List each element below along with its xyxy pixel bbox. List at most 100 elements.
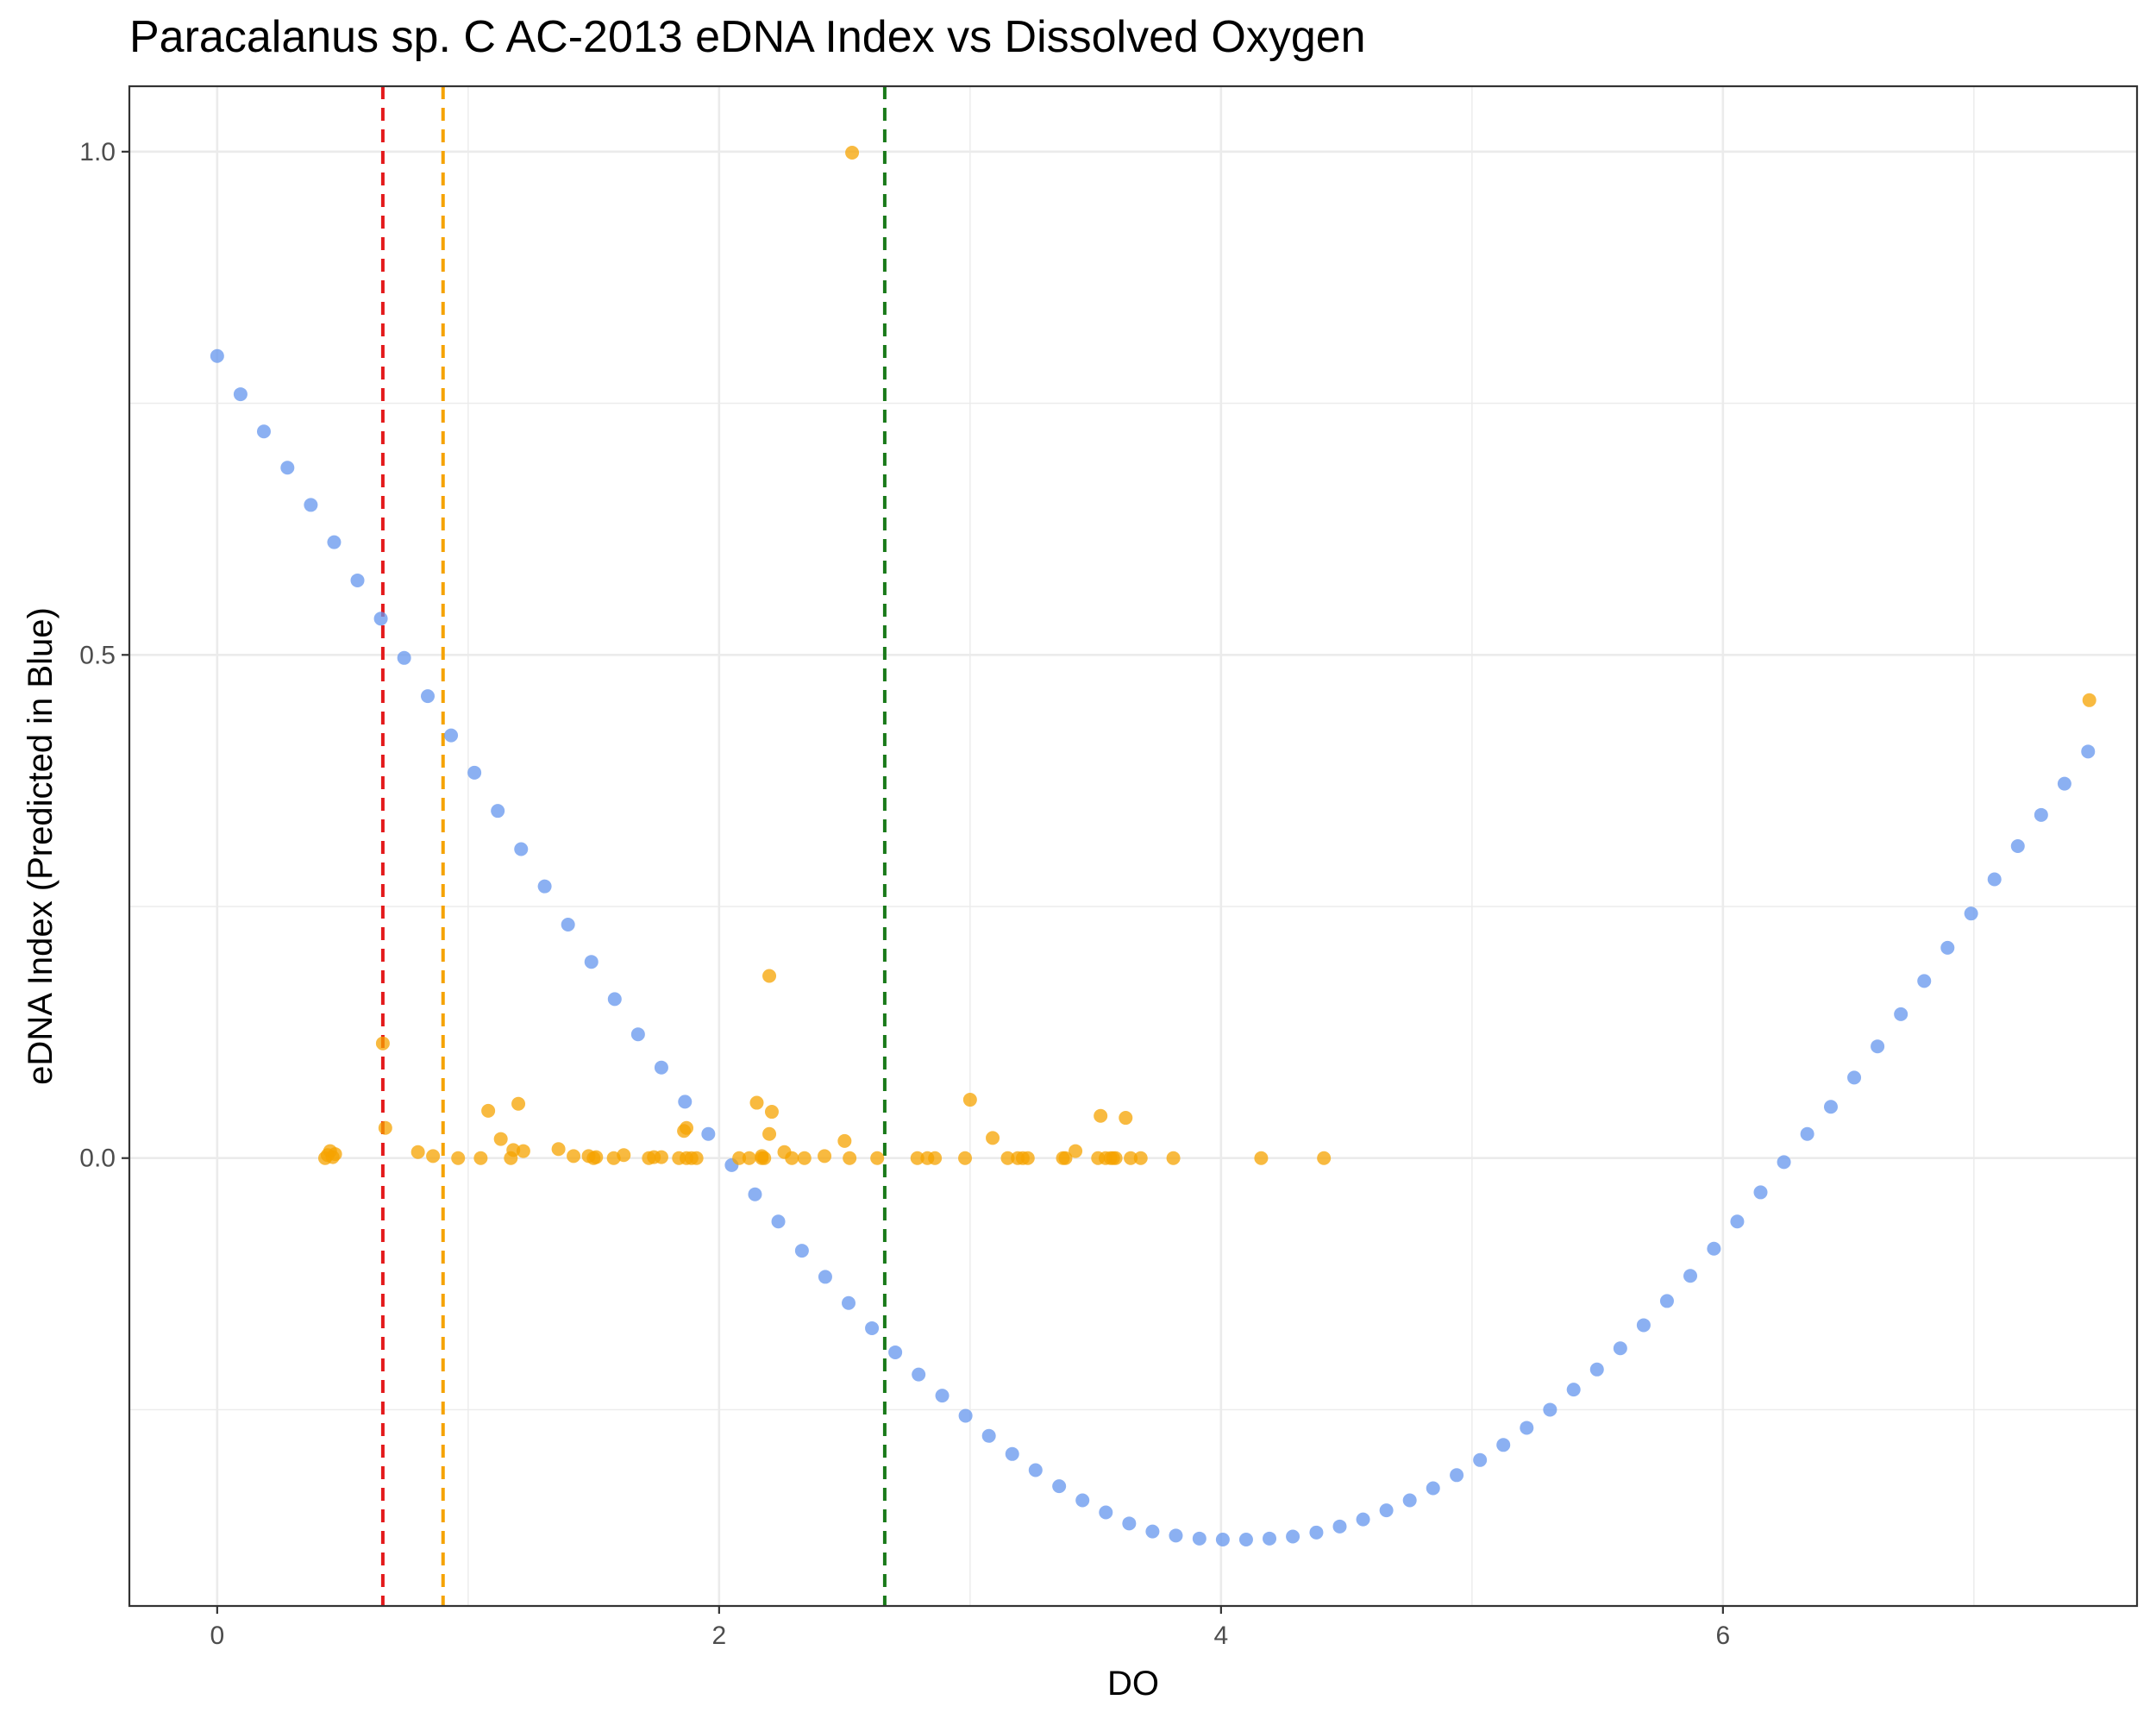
- data-point-series-2: [493, 1132, 508, 1146]
- data-point-series-2: [426, 1149, 441, 1164]
- data-point-series-1: [397, 650, 411, 665]
- data-point-series-1: [1402, 1493, 1417, 1508]
- data-point-series-1: [373, 612, 388, 626]
- data-point-series-2: [732, 1151, 747, 1165]
- data-point-series-1: [1099, 1505, 1113, 1520]
- data-point-series-1: [584, 955, 599, 969]
- data-point-series-2: [1133, 1151, 1148, 1165]
- data-point-series-2: [1094, 1108, 1108, 1123]
- data-point-series-2: [1166, 1151, 1181, 1165]
- data-point-series-1: [1028, 1463, 1043, 1477]
- data-point-series-1: [491, 804, 505, 819]
- data-point-series-1: [1309, 1525, 1324, 1540]
- data-point-series-1: [1215, 1532, 1230, 1546]
- data-point-series-2: [837, 1133, 852, 1148]
- data-point-series-2: [870, 1151, 885, 1165]
- data-point-series-1: [1847, 1070, 1862, 1085]
- data-point-series-1: [630, 1027, 645, 1042]
- data-point-series-2: [689, 1151, 704, 1165]
- data-point-series-1: [420, 689, 435, 704]
- data-point-series-2: [818, 1149, 832, 1164]
- data-point-series-1: [1871, 1039, 1885, 1054]
- data-point-series-2: [1119, 1111, 1133, 1126]
- data-point-series-1: [304, 498, 318, 512]
- data-point-series-2: [473, 1151, 488, 1165]
- data-point-series-1: [1707, 1241, 1721, 1256]
- data-point-series-2: [654, 1150, 668, 1164]
- data-point-series-2: [1058, 1151, 1073, 1165]
- data-point-series-1: [1263, 1531, 1277, 1546]
- data-point-series-1: [1520, 1421, 1534, 1435]
- data-point-series-1: [1894, 1007, 1908, 1021]
- y-tick-label: 0.5: [79, 641, 116, 669]
- data-point-series-1: [771, 1214, 786, 1229]
- data-point-series-1: [958, 1408, 973, 1423]
- y-axis-title: eDNA Index (Predicted in Blue): [22, 607, 60, 1085]
- data-point-series-2: [1069, 1144, 1083, 1158]
- data-point-series-2: [962, 1093, 977, 1107]
- x-tick-label: 2: [712, 1622, 727, 1650]
- y-tick-label: 0.0: [79, 1145, 116, 1173]
- data-point-series-1: [678, 1095, 693, 1109]
- data-point-series-2: [764, 1105, 779, 1120]
- data-point-series-1: [210, 348, 224, 363]
- data-point-series-2: [516, 1144, 530, 1158]
- data-point-series-1: [1169, 1528, 1183, 1543]
- data-point-series-1: [1122, 1516, 1137, 1531]
- data-point-series-1: [842, 1295, 856, 1310]
- data-point-series-1: [514, 842, 529, 856]
- chart-title: Paracalanus sp. C AC-2013 eDNA Index vs …: [129, 12, 1366, 62]
- data-point-series-1: [327, 535, 342, 549]
- data-point-series-1: [1379, 1503, 1394, 1518]
- data-point-series-1: [1426, 1481, 1440, 1496]
- data-point-series-1: [537, 879, 552, 894]
- data-point-series-1: [1613, 1341, 1627, 1356]
- data-point-series-1: [1332, 1519, 1347, 1534]
- data-point-series-2: [2082, 693, 2096, 707]
- data-point-series-2: [567, 1149, 581, 1164]
- data-point-series-1: [1917, 974, 1932, 988]
- data-point-series-2: [378, 1120, 392, 1135]
- data-point-series-1: [865, 1320, 880, 1335]
- data-point-series-1: [607, 992, 622, 1007]
- data-point-series-2: [506, 1143, 521, 1157]
- data-point-series-2: [986, 1131, 1000, 1145]
- data-point-series-1: [1659, 1294, 1674, 1308]
- x-tick-label: 6: [1716, 1622, 1731, 1650]
- data-point-series-1: [748, 1187, 762, 1201]
- data-point-series-2: [551, 1142, 566, 1157]
- data-point-series-2: [910, 1151, 924, 1165]
- data-point-series-1: [1940, 940, 1955, 955]
- data-point-series-1: [654, 1060, 668, 1075]
- data-point-series-2: [749, 1095, 764, 1110]
- data-point-series-1: [935, 1389, 950, 1403]
- data-point-series-2: [1020, 1151, 1035, 1165]
- data-point-series-1: [1753, 1185, 1768, 1200]
- data-point-series-2: [785, 1151, 799, 1165]
- data-point-series-1: [794, 1244, 809, 1258]
- data-point-series-1: [1052, 1479, 1067, 1494]
- data-point-series-2: [680, 1120, 694, 1135]
- data-point-series-1: [1566, 1383, 1581, 1397]
- data-point-series-1: [1075, 1493, 1090, 1508]
- data-point-series-2: [757, 1151, 772, 1165]
- data-point-series-1: [1473, 1452, 1488, 1467]
- data-point-series-2: [375, 1036, 390, 1051]
- data-point-series-1: [2081, 744, 2096, 759]
- data-point-series-2: [511, 1096, 526, 1111]
- x-axis-title: DO: [1107, 1665, 1159, 1703]
- data-point-series-1: [2057, 776, 2071, 791]
- data-point-series-2: [762, 1126, 777, 1141]
- data-point-series-2: [451, 1151, 466, 1165]
- data-point-series-2: [1108, 1151, 1123, 1165]
- data-point-series-2: [589, 1150, 604, 1164]
- data-point-series-1: [280, 461, 295, 475]
- data-point-series-2: [411, 1145, 425, 1159]
- data-point-series-1: [1800, 1126, 1814, 1141]
- data-point-series-1: [1683, 1269, 1698, 1283]
- data-point-series-1: [818, 1270, 832, 1284]
- data-point-series-1: [1286, 1529, 1300, 1544]
- data-point-series-1: [1356, 1512, 1370, 1527]
